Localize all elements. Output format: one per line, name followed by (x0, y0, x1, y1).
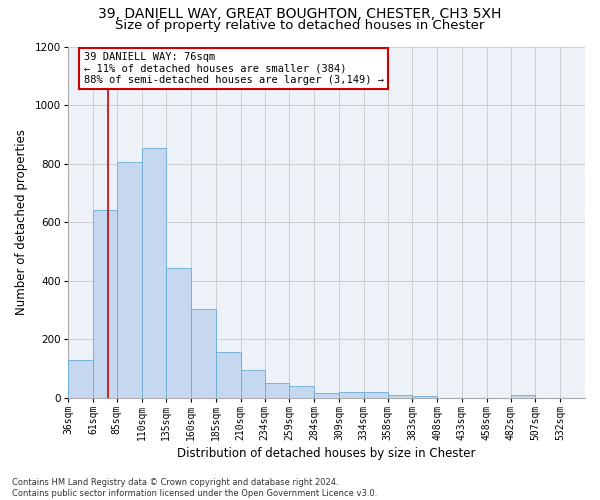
Y-axis label: Number of detached properties: Number of detached properties (15, 129, 28, 315)
Bar (117, 162, 142, 398)
Bar (93, 210, 117, 398)
Bar (241, 370, 265, 398)
Bar (142, 148, 166, 398)
Bar (511, 395, 535, 398)
Bar (68, 360, 93, 398)
Bar (191, 308, 216, 398)
Text: 39, DANIELL WAY, GREAT BOUGHTON, CHESTER, CH3 5XH: 39, DANIELL WAY, GREAT BOUGHTON, CHESTER… (98, 8, 502, 22)
Text: Size of property relative to detached houses in Chester: Size of property relative to detached ho… (115, 18, 485, 32)
Bar (388, 395, 412, 398)
Bar (364, 392, 388, 398)
Bar (289, 386, 314, 398)
Text: Contains HM Land Registry data © Crown copyright and database right 2024.
Contai: Contains HM Land Registry data © Crown c… (12, 478, 377, 498)
Bar (265, 383, 289, 398)
X-axis label: Distribution of detached houses by size in Chester: Distribution of detached houses by size … (178, 447, 476, 460)
Text: 39 DANIELL WAY: 76sqm
← 11% of detached houses are smaller (384)
88% of semi-det: 39 DANIELL WAY: 76sqm ← 11% of detached … (83, 52, 383, 85)
Bar (166, 268, 191, 398)
Bar (216, 352, 241, 398)
Bar (412, 396, 437, 398)
Bar (339, 392, 364, 398)
Bar (314, 394, 339, 398)
